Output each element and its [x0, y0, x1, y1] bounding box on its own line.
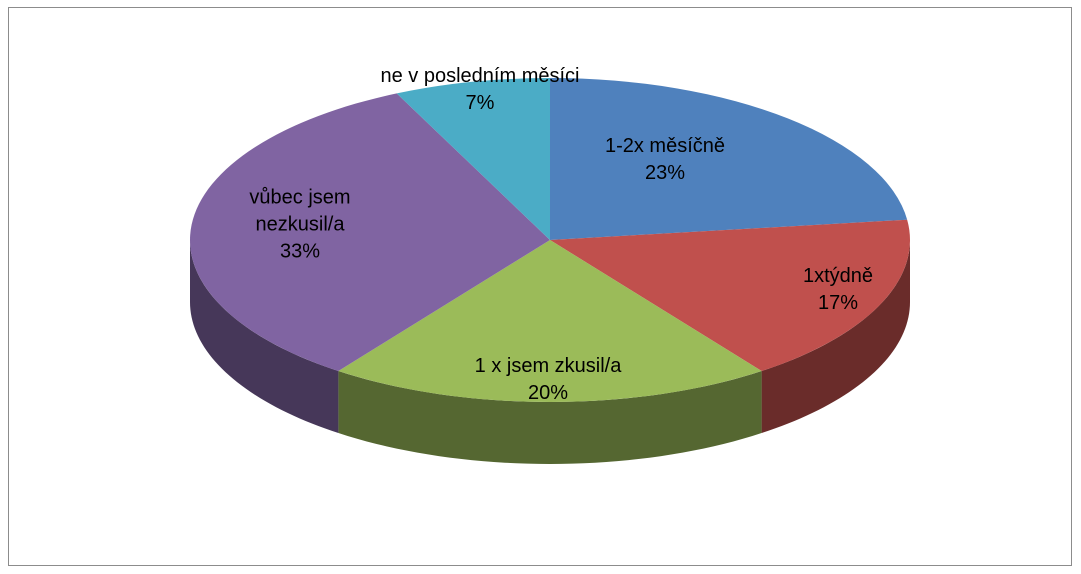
slice — [550, 219, 910, 372]
data-label: ne v posledním měsíci 7% — [380, 63, 580, 117]
value-label: 20% — [527, 382, 569, 404]
value-label: 17% — [817, 292, 859, 314]
slice — [550, 78, 908, 240]
slice — [189, 93, 551, 372]
data-label: 1-2x měsíčně 23% — [555, 133, 775, 187]
data-label: vůbec jsem nezkusil/a 33% — [235, 185, 365, 266]
value-label: 33% — [279, 240, 321, 263]
chart-frame — [8, 7, 1072, 566]
slice-side — [338, 371, 762, 464]
slice — [338, 240, 762, 402]
data-label: 1 x jsem zkusil/a 20% — [428, 353, 668, 407]
category-label: 1-2x měsíčně — [604, 135, 726, 157]
data-label: 1xtýdně 17% — [778, 263, 898, 317]
category-label: vůbec jsem nezkusil/a — [249, 186, 351, 236]
value-label: 23% — [644, 162, 686, 184]
value-label: 7% — [465, 92, 495, 114]
category-label: 1 x jsem zkusil/a — [474, 355, 622, 377]
category-label: 1xtýdně — [802, 265, 874, 287]
slice-side — [761, 240, 910, 434]
slice — [396, 78, 550, 240]
slice-side — [190, 240, 339, 434]
category-label: ne v posledním měsíci — [380, 65, 580, 87]
